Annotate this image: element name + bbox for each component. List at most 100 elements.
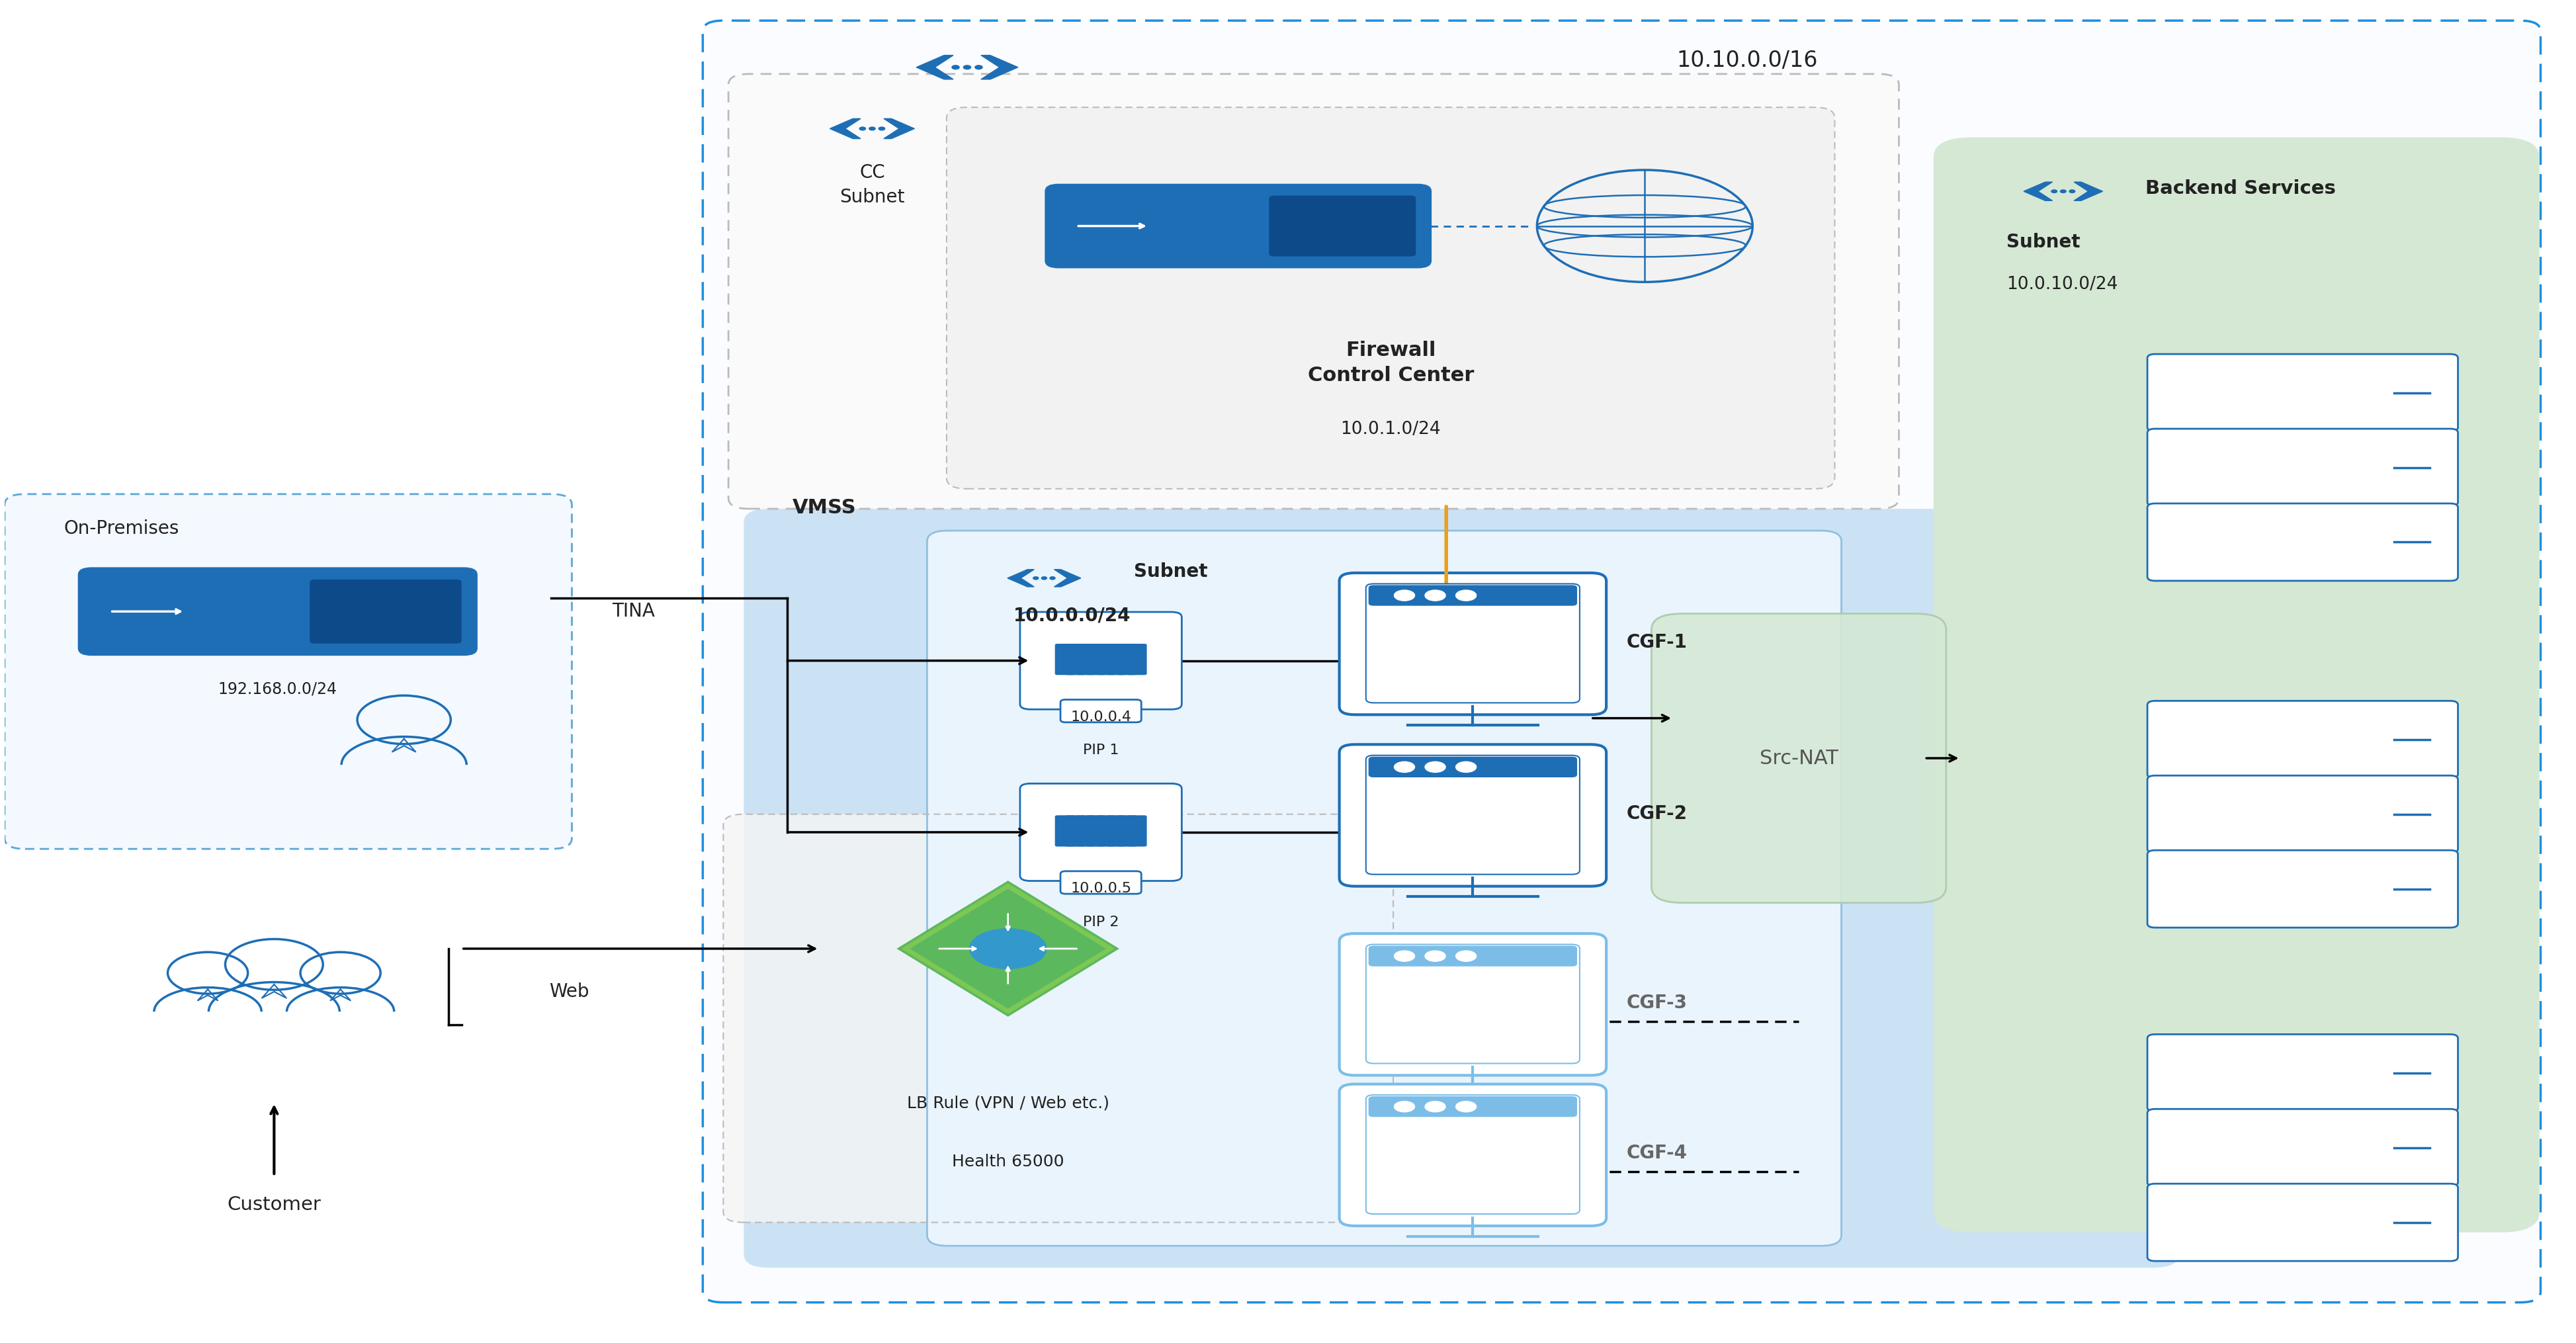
Text: VMSS: VMSS: [793, 498, 858, 517]
Text: CGF-1: CGF-1: [1625, 633, 1687, 651]
Circle shape: [963, 66, 971, 70]
Text: On-Premises: On-Premises: [64, 520, 178, 539]
Circle shape: [1394, 1101, 1414, 1112]
Text: Backend Services: Backend Services: [2146, 180, 2336, 197]
Circle shape: [1033, 576, 1038, 580]
Text: 10.10.0.0/16: 10.10.0.0/16: [1677, 50, 1819, 71]
Circle shape: [2050, 189, 2058, 193]
FancyBboxPatch shape: [1340, 933, 1607, 1076]
Circle shape: [2061, 189, 2066, 193]
FancyBboxPatch shape: [1061, 700, 1141, 723]
Polygon shape: [899, 882, 1118, 1015]
FancyBboxPatch shape: [1061, 872, 1141, 894]
FancyBboxPatch shape: [1115, 815, 1136, 846]
FancyBboxPatch shape: [2148, 701, 2458, 778]
Circle shape: [1425, 951, 1445, 962]
Polygon shape: [829, 118, 860, 138]
Text: Firewall
Control Center: Firewall Control Center: [1309, 341, 1473, 385]
FancyBboxPatch shape: [744, 509, 2179, 1268]
FancyBboxPatch shape: [1368, 756, 1577, 778]
Polygon shape: [1054, 569, 1082, 587]
FancyBboxPatch shape: [703, 20, 2540, 1303]
FancyBboxPatch shape: [1046, 184, 1430, 267]
Circle shape: [1394, 951, 1414, 962]
Circle shape: [1455, 951, 1476, 962]
FancyBboxPatch shape: [1095, 815, 1115, 846]
Text: 10.0.0.5: 10.0.0.5: [1072, 882, 1131, 896]
FancyBboxPatch shape: [1365, 1095, 1579, 1214]
FancyBboxPatch shape: [1365, 755, 1579, 874]
FancyBboxPatch shape: [1126, 643, 1146, 676]
Text: Subnet: Subnet: [2007, 232, 2081, 251]
FancyBboxPatch shape: [1340, 1084, 1607, 1226]
FancyBboxPatch shape: [1115, 643, 1136, 676]
Circle shape: [860, 128, 866, 130]
Polygon shape: [920, 896, 1095, 1002]
FancyBboxPatch shape: [1651, 614, 1945, 902]
FancyBboxPatch shape: [5, 494, 572, 849]
FancyBboxPatch shape: [1368, 945, 1577, 967]
Text: TINA: TINA: [613, 602, 654, 620]
FancyBboxPatch shape: [2148, 355, 2458, 431]
Circle shape: [878, 128, 886, 130]
Circle shape: [1455, 761, 1476, 772]
Circle shape: [953, 66, 958, 70]
FancyBboxPatch shape: [309, 579, 461, 643]
Circle shape: [969, 928, 1046, 968]
Text: 192.168.0.0/24: 192.168.0.0/24: [219, 681, 337, 697]
FancyBboxPatch shape: [1064, 643, 1084, 676]
FancyBboxPatch shape: [2148, 1034, 2458, 1112]
Text: CGF-4: CGF-4: [1625, 1144, 1687, 1163]
FancyBboxPatch shape: [927, 530, 1842, 1246]
Text: 10.0.0.4: 10.0.0.4: [1072, 710, 1131, 724]
Text: 10.0.1.0/24: 10.0.1.0/24: [1340, 420, 1440, 438]
FancyBboxPatch shape: [1084, 815, 1105, 846]
FancyBboxPatch shape: [1084, 643, 1105, 676]
Text: Customer: Customer: [227, 1195, 322, 1214]
FancyBboxPatch shape: [1340, 744, 1607, 886]
Text: 10.0.10.0/24: 10.0.10.0/24: [2007, 277, 2117, 293]
Polygon shape: [884, 118, 914, 138]
FancyBboxPatch shape: [724, 814, 1394, 1222]
FancyBboxPatch shape: [729, 74, 1899, 509]
Polygon shape: [909, 889, 1105, 1009]
Circle shape: [1455, 1101, 1476, 1112]
FancyBboxPatch shape: [1095, 643, 1115, 676]
FancyBboxPatch shape: [1074, 643, 1095, 676]
Polygon shape: [1007, 569, 1033, 587]
Text: CGF-3: CGF-3: [1625, 994, 1687, 1013]
FancyBboxPatch shape: [1368, 1096, 1577, 1117]
FancyBboxPatch shape: [80, 568, 477, 655]
FancyBboxPatch shape: [2148, 1183, 2458, 1261]
FancyBboxPatch shape: [1074, 815, 1095, 846]
FancyBboxPatch shape: [1126, 815, 1146, 846]
Circle shape: [1041, 576, 1046, 580]
FancyBboxPatch shape: [1056, 815, 1074, 846]
Circle shape: [1394, 761, 1414, 772]
Circle shape: [1455, 590, 1476, 600]
FancyBboxPatch shape: [1020, 612, 1182, 709]
Circle shape: [2069, 189, 2076, 193]
Text: PIP 2: PIP 2: [1082, 916, 1118, 928]
Text: Web: Web: [549, 982, 590, 1001]
FancyBboxPatch shape: [2148, 504, 2458, 580]
FancyBboxPatch shape: [1064, 815, 1084, 846]
Polygon shape: [981, 55, 1018, 79]
Circle shape: [1425, 1101, 1445, 1112]
FancyBboxPatch shape: [1365, 584, 1579, 702]
Circle shape: [1425, 761, 1445, 772]
FancyBboxPatch shape: [1105, 815, 1126, 846]
Text: PIP 1: PIP 1: [1082, 744, 1118, 757]
Circle shape: [1425, 590, 1445, 600]
Text: Health 65000: Health 65000: [953, 1154, 1064, 1170]
Polygon shape: [2074, 183, 2102, 200]
FancyBboxPatch shape: [2148, 850, 2458, 928]
FancyBboxPatch shape: [2148, 1109, 2458, 1186]
FancyBboxPatch shape: [2148, 428, 2458, 506]
FancyBboxPatch shape: [1935, 137, 2540, 1233]
Circle shape: [1051, 576, 1056, 580]
Text: CGF-2: CGF-2: [1625, 804, 1687, 823]
Circle shape: [1394, 590, 1414, 600]
FancyBboxPatch shape: [1056, 643, 1074, 676]
Text: Subnet: Subnet: [1133, 563, 1208, 580]
